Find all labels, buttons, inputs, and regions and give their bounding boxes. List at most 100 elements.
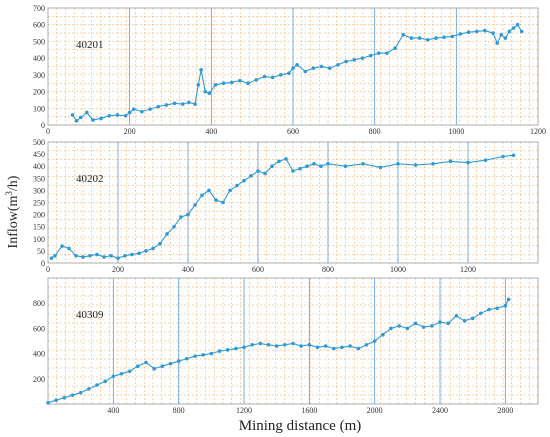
data-point bbox=[87, 387, 91, 391]
x-tick-label: 800 bbox=[173, 406, 185, 415]
data-point bbox=[326, 161, 330, 166]
y-tick-label: 0 bbox=[41, 121, 45, 130]
data-point bbox=[144, 249, 148, 253]
data-point bbox=[46, 400, 50, 405]
data-point bbox=[144, 360, 148, 365]
panel-label: 40201 bbox=[76, 39, 104, 51]
y-tick-label: 700 bbox=[33, 4, 45, 13]
y-tick-label: 200 bbox=[33, 211, 45, 220]
data-point bbox=[84, 110, 89, 115]
data-point bbox=[196, 83, 201, 87]
data-point bbox=[187, 100, 191, 105]
data-point bbox=[203, 89, 208, 94]
data-point bbox=[501, 154, 505, 159]
data-point bbox=[249, 174, 253, 178]
data-point bbox=[53, 253, 57, 258]
data-point bbox=[70, 113, 75, 117]
data-point bbox=[417, 36, 422, 40]
data-point bbox=[506, 297, 511, 302]
data-point bbox=[180, 102, 185, 106]
plot-frame bbox=[47, 7, 539, 126]
data-point bbox=[225, 348, 230, 352]
x-axis-label: Mining distance (m) bbox=[239, 418, 361, 434]
data-point bbox=[519, 29, 524, 34]
data-point bbox=[102, 255, 106, 259]
series-line bbox=[47, 299, 510, 404]
y-tick-label: 150 bbox=[33, 223, 45, 232]
data-point bbox=[291, 169, 295, 173]
data-point bbox=[78, 115, 83, 120]
data-point bbox=[491, 31, 495, 35]
y-tick-label: 800 bbox=[33, 299, 45, 308]
data-point bbox=[193, 203, 197, 207]
data-point bbox=[158, 241, 162, 246]
data-point bbox=[99, 116, 103, 121]
data-point bbox=[487, 307, 491, 312]
data-point bbox=[503, 303, 508, 308]
data-point bbox=[327, 66, 332, 70]
data-point bbox=[274, 344, 279, 348]
data-point bbox=[140, 109, 144, 114]
data-point bbox=[207, 188, 211, 193]
data-point bbox=[266, 342, 271, 347]
data-point bbox=[396, 161, 400, 166]
y-tick-label: 400 bbox=[33, 162, 45, 171]
data-point bbox=[258, 341, 263, 346]
data-point bbox=[193, 102, 197, 106]
data-point bbox=[193, 354, 197, 358]
data-point bbox=[434, 36, 438, 40]
data-point bbox=[78, 390, 83, 395]
data-point bbox=[263, 171, 267, 176]
data-point bbox=[270, 75, 275, 80]
data-point bbox=[160, 364, 165, 369]
x-tick-label: 1000 bbox=[390, 265, 406, 274]
data-point bbox=[311, 66, 316, 70]
y-tick-label: 600 bbox=[33, 324, 45, 333]
data-point bbox=[49, 256, 54, 260]
data-point bbox=[319, 64, 324, 69]
data-point bbox=[376, 51, 381, 55]
data-point bbox=[250, 342, 254, 347]
data-point bbox=[127, 110, 132, 115]
y-tick-label: 600 bbox=[33, 21, 45, 30]
x-tick-label: 1600 bbox=[301, 406, 317, 415]
data-point bbox=[360, 56, 365, 60]
data-point bbox=[479, 311, 483, 316]
data-point bbox=[270, 164, 274, 168]
data-point bbox=[295, 63, 299, 67]
data-point bbox=[368, 53, 373, 58]
data-point bbox=[305, 164, 309, 168]
x-tick-label: 800 bbox=[369, 127, 381, 136]
data-point bbox=[503, 36, 508, 40]
panel-40309: 400 800 1200 1600 2000 2400 2800 200 400 600 800 40… bbox=[33, 277, 539, 415]
data-point bbox=[499, 32, 504, 37]
data-point bbox=[172, 101, 177, 106]
y-axis-label: Inflow(m3/h) bbox=[4, 175, 21, 248]
data-point bbox=[209, 351, 214, 356]
data-point bbox=[393, 46, 397, 50]
data-point bbox=[361, 161, 365, 166]
x-tick-label: 1200 bbox=[236, 406, 252, 415]
data-point bbox=[466, 160, 470, 165]
x-tick-label: 200 bbox=[112, 265, 124, 274]
data-point bbox=[340, 345, 344, 350]
x-tick-label: 400 bbox=[182, 265, 194, 274]
data-point bbox=[405, 326, 410, 331]
data-point bbox=[103, 379, 107, 384]
data-point bbox=[136, 364, 140, 369]
data-point bbox=[156, 104, 161, 109]
data-point bbox=[507, 29, 512, 34]
data-point bbox=[474, 29, 479, 34]
data-point bbox=[495, 306, 499, 311]
data-point bbox=[185, 356, 189, 361]
data-point bbox=[319, 164, 323, 168]
data-point bbox=[130, 252, 134, 257]
chart-panels: 0 200 400 600 800 1000 12000100200300400500600… bbox=[33, 4, 546, 415]
data-point bbox=[201, 353, 205, 357]
x-tick-label: 0 bbox=[46, 127, 50, 136]
data-point bbox=[454, 314, 459, 318]
x-tick-label: 400 bbox=[107, 406, 119, 415]
panel-40202: 0 200 400 600 800 1000 12000501001502002503003… bbox=[33, 138, 539, 274]
plot-frame bbox=[47, 277, 539, 405]
data-point bbox=[95, 252, 99, 257]
